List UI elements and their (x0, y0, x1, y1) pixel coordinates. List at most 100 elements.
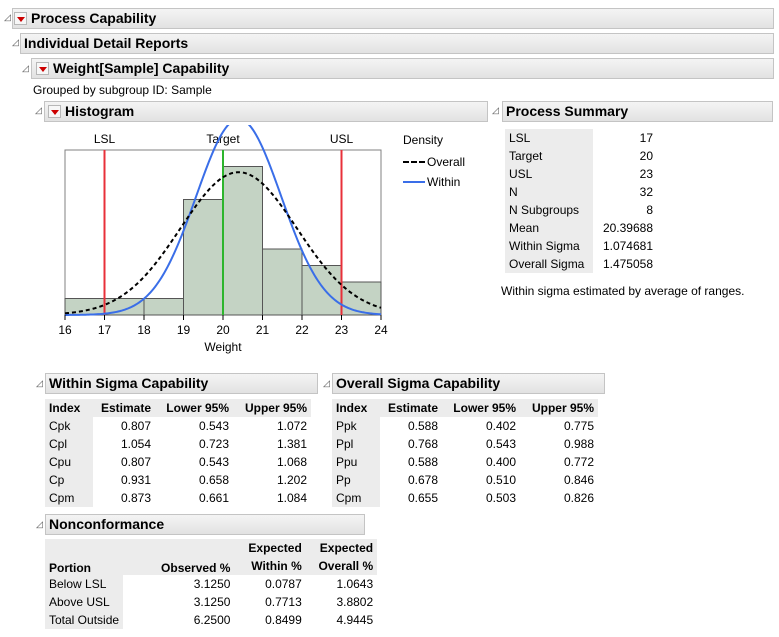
index-label: Ppl (332, 435, 380, 453)
process-capability-header[interactable] (12, 8, 774, 29)
col-header-portion: Portion (45, 539, 124, 575)
within-density-curve (65, 125, 382, 316)
index-label: Ppk (332, 417, 380, 435)
histogram-chart: LSL Target USL 16 17 18 19 20 21 22 23 24 Weight (58, 125, 388, 354)
histogram-header[interactable] (44, 101, 488, 122)
index-value: 0.826 (563, 491, 594, 505)
process-summary-row: USL 23 (505, 165, 657, 183)
index-value: 0.807 (120, 419, 151, 433)
within-sigma-note: Within sigma estimated by average of ran… (501, 284, 745, 298)
index-label: Cpl (45, 435, 93, 453)
individual-detail-reports-header[interactable] (20, 33, 774, 54)
index-value: 1.072 (276, 419, 307, 433)
x-tick-label: 24 (374, 323, 388, 337)
index-value: 1.054 (120, 437, 151, 451)
overall-sigma-header[interactable] (332, 373, 605, 394)
grouped-by-label: Grouped by subgroup ID: Sample (33, 83, 212, 97)
portion-label: Above USL (45, 593, 124, 611)
table-row: Ppu 0.588 0.400 0.772 (332, 453, 598, 471)
within-sigma-header[interactable] (45, 373, 318, 394)
x-tick-label: 16 (58, 323, 72, 337)
disclosure-triangle-icon[interactable]: ◿ (12, 37, 19, 47)
table-row: Cpu 0.807 0.543 1.068 (45, 453, 311, 471)
portion-value: 0.8499 (265, 613, 302, 627)
table-row: Ppk 0.588 0.402 0.775 (332, 417, 598, 435)
index-value: 1.068 (276, 455, 307, 469)
disclosure-triangle-icon[interactable]: ◿ (492, 105, 499, 115)
portion-label: Total Outside (45, 611, 124, 629)
index-label: Cpm (45, 489, 93, 507)
col-header-expected-overall: Expected (305, 539, 378, 557)
portion-value: 4.9445 (336, 613, 374, 627)
table-row: Cpk 0.807 0.543 1.072 (45, 417, 311, 435)
histogram-bar (262, 248, 303, 316)
histogram-bar (301, 265, 342, 316)
summary-label: Within Sigma (505, 237, 593, 255)
process-summary-header[interactable] (502, 101, 773, 122)
index-value: 1.084 (276, 491, 307, 505)
legend-within-swatch (403, 181, 425, 183)
index-value: 0.775 (563, 419, 594, 433)
index-value: 0.873 (120, 491, 151, 505)
portion-label: Below LSL (45, 575, 124, 593)
nonconformance-header[interactable] (45, 514, 365, 535)
within-sigma-table: Index Estimate Lower 95% Upper 95% Cpk 0.807 0… (45, 399, 311, 507)
disclosure-triangle-icon[interactable]: ◿ (22, 63, 29, 73)
process-capability-title: Process Capability (31, 10, 157, 26)
index-value: 1.381 (276, 437, 307, 451)
process-summary-row: Target 20 (505, 147, 657, 165)
portion-value: 3.1250 (193, 577, 231, 591)
col-header-within-pct: Within % (234, 557, 306, 575)
disclosure-triangle-icon[interactable]: ◿ (36, 519, 43, 529)
portion-value: 0.0787 (265, 577, 302, 591)
x-axis-label: Weight (204, 340, 242, 354)
index-value: 0.588 (407, 419, 438, 433)
summary-value: 8 (646, 203, 653, 217)
x-tick-label: 20 (216, 323, 230, 337)
table-row: Pp 0.678 0.510 0.846 (332, 471, 598, 489)
red-triangle-menu-icon[interactable] (14, 12, 27, 25)
summary-value: 23 (639, 167, 653, 181)
col-header-overall-pct: Overall % (305, 557, 378, 575)
index-value: 0.543 (485, 437, 516, 451)
summary-value: 1.475058 (602, 257, 653, 271)
disclosure-triangle-icon[interactable]: ◿ (35, 105, 42, 115)
index-value: 0.510 (485, 473, 516, 487)
col-header: Estimate (380, 399, 442, 417)
summary-value: 20.39688 (602, 221, 653, 235)
index-value: 0.723 (198, 437, 229, 451)
x-tick-label: 21 (256, 323, 270, 337)
index-value: 0.503 (485, 491, 516, 505)
legend-overall-label: Overall (427, 155, 466, 169)
portion-value: 1.0643 (336, 577, 374, 591)
process-summary-row: LSL 17 (505, 129, 657, 147)
index-label: Pp (332, 471, 380, 489)
weight-capability-title: Weight[Sample] Capability (53, 60, 230, 76)
red-triangle-menu-icon[interactable] (36, 62, 49, 75)
disclosure-triangle-icon[interactable]: ◿ (36, 378, 43, 388)
nonconformance-table: Portion Observed % Expected Expected Wit… (45, 539, 378, 629)
individual-detail-reports-title: Individual Detail Reports (24, 35, 189, 51)
summary-label: Mean (505, 219, 593, 237)
table-row: Cp 0.931 0.658 1.202 (45, 471, 311, 489)
summary-label: Overall Sigma (505, 255, 593, 273)
weight-capability-header[interactable] (31, 58, 774, 79)
index-value: 0.988 (563, 437, 594, 451)
table-row: Above USL 3.1250 0.7713 3.8802 (45, 593, 377, 611)
portion-value: 3.1250 (193, 595, 231, 609)
index-value: 0.543 (198, 455, 229, 469)
index-value: 0.655 (407, 491, 438, 505)
portion-value: 0.7713 (265, 595, 302, 609)
summary-label: LSL (505, 129, 593, 147)
summary-label: N (505, 183, 593, 201)
red-triangle-menu-icon[interactable] (48, 105, 61, 118)
index-value: 0.588 (407, 455, 438, 469)
histogram-bar (143, 298, 184, 316)
index-value: 0.678 (407, 473, 438, 487)
table-row: Cpl 1.054 0.723 1.381 (45, 435, 311, 453)
disclosure-triangle-icon[interactable]: ◿ (4, 12, 11, 22)
x-tick-label: 23 (335, 323, 349, 337)
disclosure-triangle-icon[interactable]: ◿ (323, 378, 330, 388)
index-label: Cp (45, 471, 93, 489)
summary-label: USL (505, 165, 593, 183)
